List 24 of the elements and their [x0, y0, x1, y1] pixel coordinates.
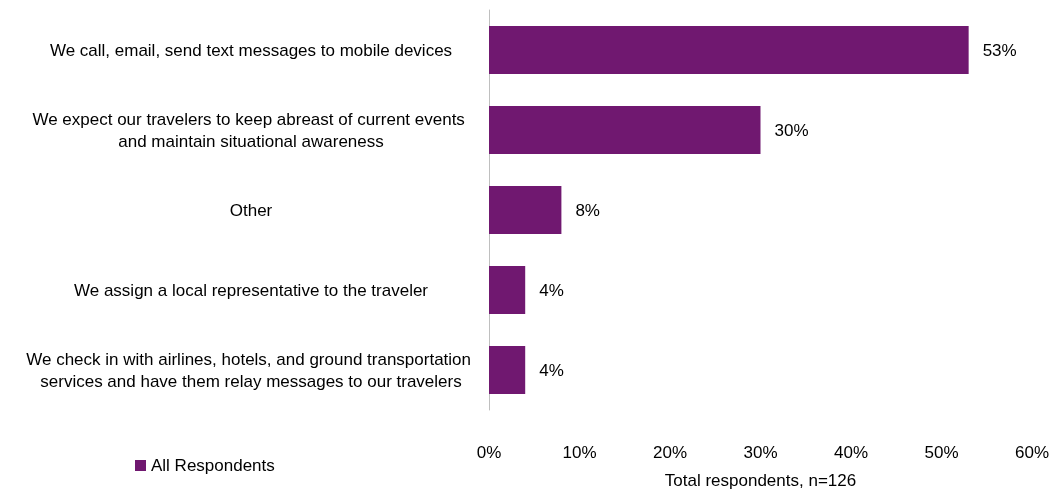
- x-tick-label: 40%: [833, 443, 869, 462]
- bar: [489, 346, 526, 394]
- y-tick-label: Other: [229, 200, 273, 220]
- bar: [489, 106, 761, 154]
- y-tick-label: We expect our travelers to keep abreast of current events and maintain situational awareness: [32, 109, 470, 151]
- y-tick-label: We assign a local representative to the traveler: [73, 280, 429, 300]
- data-label: 8%: [575, 200, 600, 220]
- x-axis-title: Total respondents, n=126: [664, 471, 857, 490]
- x-tick-label: 20%: [652, 443, 688, 462]
- bar: [489, 26, 969, 74]
- bar: [489, 266, 526, 314]
- bar: [489, 186, 562, 234]
- data-label: 53%: [982, 40, 1017, 60]
- data-label: 30%: [774, 120, 809, 140]
- x-tick-label: 60%: [1014, 443, 1050, 462]
- x-tick-label: 30%: [743, 443, 778, 462]
- x-tick-label: 50%: [924, 443, 959, 462]
- x-tick-label: 0%: [476, 443, 502, 462]
- y-tick-label: We call, email, send text messages to mobile devices: [49, 40, 453, 60]
- x-tick-label: 10%: [562, 443, 597, 462]
- legend-label: All Respondents: [151, 456, 275, 475]
- data-label: 4%: [539, 280, 564, 300]
- y-tick-label: We check in with airlines, hotels, and ground transportation services and have them relay messages to our travelers: [26, 349, 476, 391]
- data-label: 4%: [539, 360, 564, 380]
